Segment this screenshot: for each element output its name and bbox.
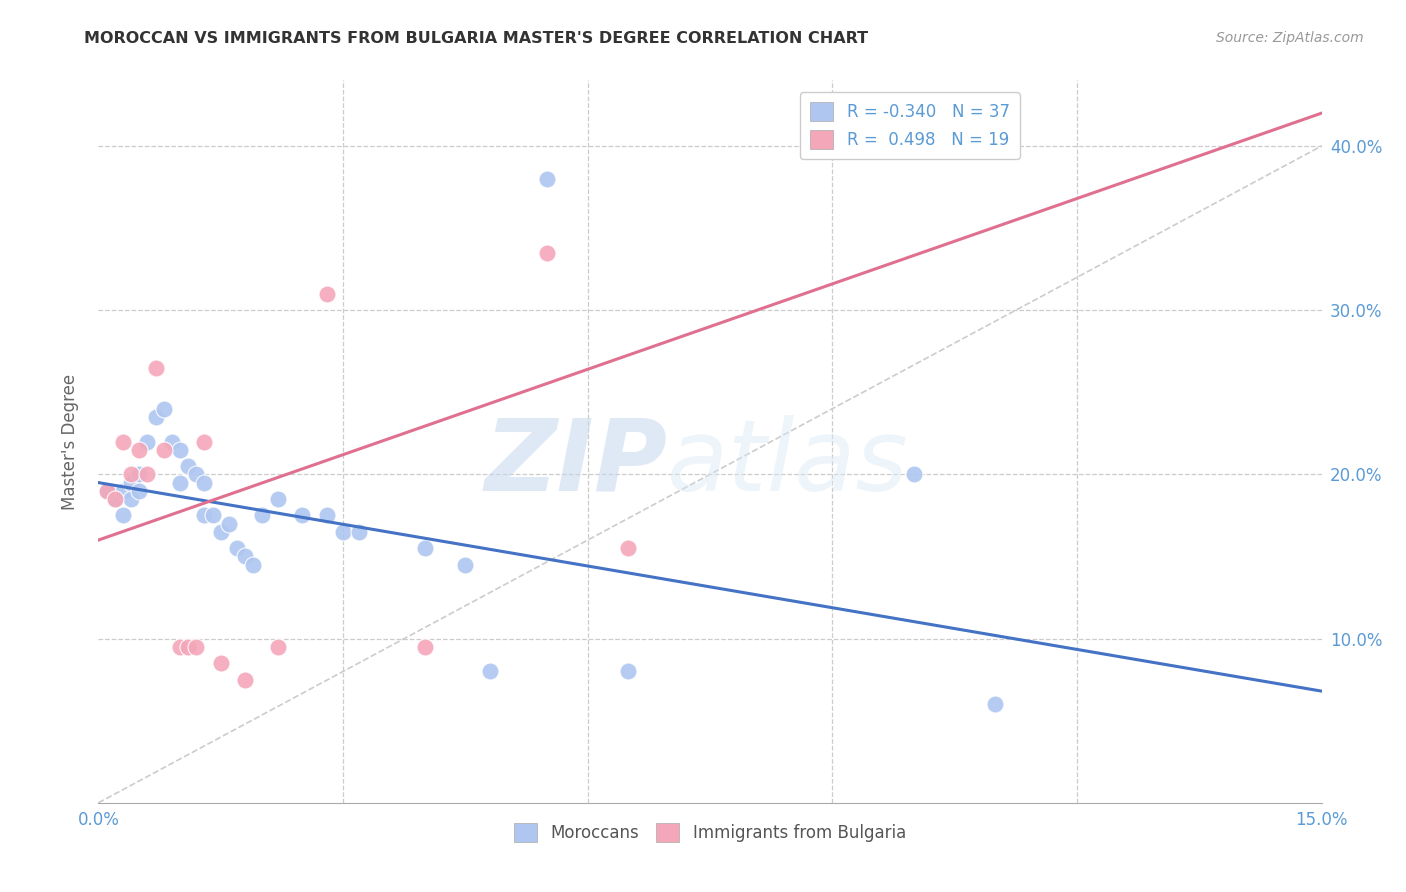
Point	[413, 541, 436, 556]
Point	[160, 434, 183, 449]
Point	[332, 524, 354, 539]
Point	[169, 442, 191, 457]
Point	[169, 640, 191, 654]
Point	[413, 640, 436, 654]
Point	[209, 657, 232, 671]
Point	[111, 508, 134, 523]
Point	[349, 524, 371, 539]
Point	[193, 475, 215, 490]
Point	[177, 640, 200, 654]
Point	[617, 665, 640, 679]
Point	[128, 442, 150, 457]
Point	[315, 508, 337, 523]
Text: ZIP: ZIP	[484, 415, 668, 512]
Point	[128, 483, 150, 498]
Point	[233, 549, 256, 564]
Point	[617, 541, 640, 556]
Point	[201, 508, 224, 523]
Point	[120, 491, 142, 506]
Point	[96, 483, 118, 498]
Y-axis label: Master's Degree: Master's Degree	[60, 374, 79, 509]
Point	[169, 475, 191, 490]
Point	[903, 467, 925, 482]
Point	[152, 442, 174, 457]
Point	[250, 508, 273, 523]
Point	[226, 541, 249, 556]
Point	[96, 483, 118, 498]
Point	[315, 286, 337, 301]
Point	[218, 516, 240, 531]
Point	[186, 467, 208, 482]
Point	[111, 483, 134, 498]
Point	[454, 558, 477, 572]
Text: MOROCCAN VS IMMIGRANTS FROM BULGARIA MASTER'S DEGREE CORRELATION CHART: MOROCCAN VS IMMIGRANTS FROM BULGARIA MAS…	[84, 31, 869, 46]
Point	[128, 467, 150, 482]
Point	[177, 459, 200, 474]
Text: Source: ZipAtlas.com: Source: ZipAtlas.com	[1216, 31, 1364, 45]
Point	[536, 171, 558, 186]
Text: atlas: atlas	[668, 415, 908, 512]
Point	[186, 640, 208, 654]
Point	[136, 467, 159, 482]
Point	[478, 665, 501, 679]
Point	[111, 434, 134, 449]
Point	[136, 434, 159, 449]
Point	[152, 401, 174, 416]
Point	[104, 491, 127, 506]
Point	[267, 491, 290, 506]
Point	[120, 467, 142, 482]
Legend: Moroccans, Immigrants from Bulgaria: Moroccans, Immigrants from Bulgaria	[508, 816, 912, 848]
Point	[145, 360, 167, 375]
Point	[267, 640, 290, 654]
Point	[193, 434, 215, 449]
Point	[984, 698, 1007, 712]
Point	[145, 409, 167, 424]
Point	[104, 491, 127, 506]
Point	[209, 524, 232, 539]
Point	[233, 673, 256, 687]
Point	[242, 558, 264, 572]
Point	[536, 245, 558, 260]
Point	[120, 475, 142, 490]
Point	[193, 508, 215, 523]
Point	[291, 508, 314, 523]
